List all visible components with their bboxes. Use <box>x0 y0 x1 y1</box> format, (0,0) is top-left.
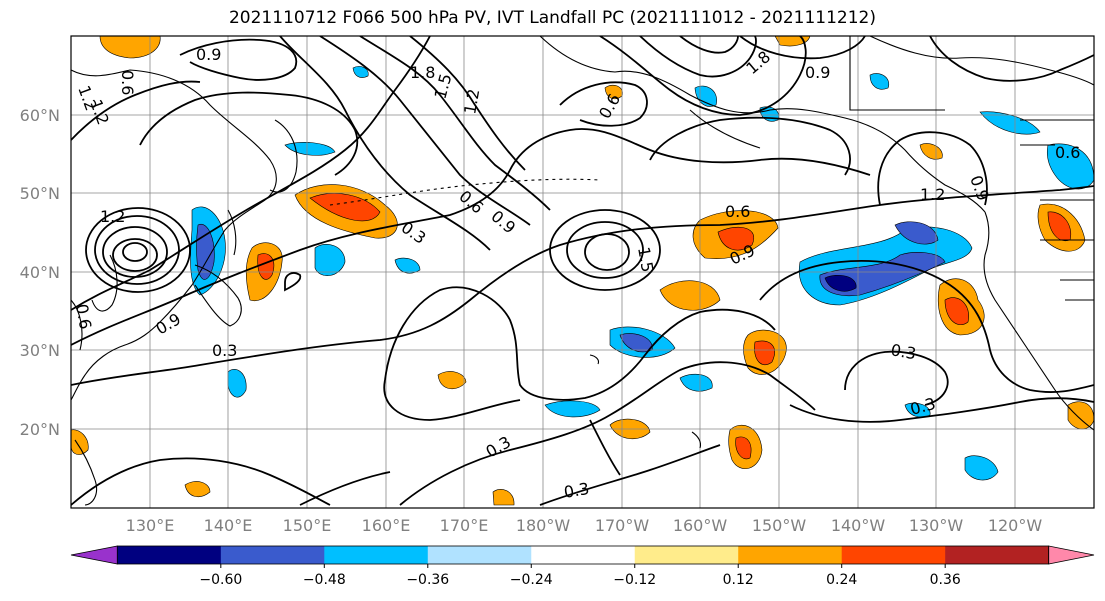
colorbar-segment <box>634 546 739 564</box>
anomaly-positive <box>71 429 89 455</box>
lon-tick-label: 170°W <box>595 516 650 535</box>
lon-tick-label: 150°E <box>283 516 332 535</box>
lon-axis-labels: 130°E 140°E 150°E 160°E 170°E 180°W 170°… <box>126 516 1043 535</box>
anomaly-positive <box>919 143 943 160</box>
anomaly-negative <box>964 455 999 481</box>
lon-tick-label: 170°E <box>440 516 489 535</box>
map-frame <box>70 35 1095 509</box>
contour-label: 1.5 <box>634 245 657 273</box>
colorbar: −0.60 −0.48 −0.36 −0.24 −0.12 0.12 0.24 0.36 <box>70 545 1095 588</box>
map-title: 2021110712 F066 500 hPa PV, IVT Landfall… <box>228 8 876 28</box>
anomaly-negative <box>894 221 939 245</box>
contour-label: 0.3 <box>889 340 917 363</box>
lon-tick-label: 140°E <box>204 516 253 535</box>
lon-tick-label: 160°E <box>362 516 411 535</box>
lon-tick-label: 130°E <box>126 516 175 535</box>
anomaly-positive <box>184 481 211 498</box>
contour-label: 0.6 <box>1055 143 1080 162</box>
contour-label: 0.6 <box>72 302 95 330</box>
lon-tick-label: 160°W <box>673 516 728 535</box>
contour-label: 1.2 <box>920 185 945 204</box>
colorbar-segment <box>427 546 532 564</box>
contour-label: 0.6 <box>725 202 750 221</box>
anomaly-positive <box>659 280 721 311</box>
colorbar-segment <box>945 546 1050 564</box>
contour-label: 0.3 <box>562 479 590 502</box>
anomaly-positive <box>754 340 775 366</box>
anomaly-positive <box>257 253 275 280</box>
anomaly-negative <box>869 73 890 90</box>
colorbar-tick-label: 0.12 <box>723 572 754 588</box>
anomaly-negative <box>679 373 713 392</box>
anomaly-positive <box>309 193 381 222</box>
anomaly-negative <box>824 275 857 292</box>
lon-tick-label: 120°W <box>988 516 1043 535</box>
anomaly-negative <box>352 66 369 78</box>
colorbar-segment <box>531 546 636 564</box>
lat-tick-label: 20°N <box>20 420 60 439</box>
lon-tick-label: 180°W <box>516 516 571 535</box>
anomaly-positive <box>944 297 969 326</box>
anomaly-negative <box>544 400 601 418</box>
anomaly-positive <box>437 371 467 389</box>
colorbar-outline <box>116 545 1050 565</box>
coastlines <box>71 36 1094 506</box>
anomaly-negative <box>904 402 931 418</box>
lon-tick-label: 150°W <box>752 516 807 535</box>
lat-tick-label: 40°N <box>20 263 60 282</box>
colorbar-tick-label: −0.12 <box>613 572 656 588</box>
anomaly-positive <box>492 489 515 506</box>
contour-label: 1.2 <box>460 87 483 115</box>
colorbar-tick-label: −0.24 <box>510 572 553 588</box>
anomaly-negative <box>227 369 247 398</box>
colorbar-tick-label: −0.60 <box>199 572 242 588</box>
pv-contours <box>71 36 1094 506</box>
colorbar-segment <box>841 546 946 564</box>
anomaly-negative <box>314 244 346 276</box>
contour-label: 1.8 <box>410 63 435 82</box>
shaded-anomalies <box>71 36 1094 506</box>
colorbar-tick-label: 0.24 <box>826 572 857 588</box>
contour-label: 0.3 <box>212 341 237 360</box>
colorbar-extend-low <box>70 545 118 565</box>
colorbar-segment <box>324 546 429 564</box>
colorbar-extend-high <box>1048 545 1095 565</box>
contour-label: 1.2 <box>100 207 125 226</box>
anomaly-positive <box>735 436 752 460</box>
lat-tick-label: 50°N <box>20 184 60 203</box>
lon-tick-label: 130°W <box>909 516 964 535</box>
anomaly-positive <box>99 36 161 59</box>
colorbar-tick-label: 0.36 <box>930 572 961 588</box>
lat-tick-label: 60°N <box>20 106 60 125</box>
contour-label: 0.6 <box>118 70 137 95</box>
colorbar-segment <box>117 546 222 564</box>
contour-label: 0.9 <box>805 63 830 82</box>
colorbar-segment <box>220 546 325 564</box>
lon-tick-label: 140°W <box>831 516 886 535</box>
colorbar-tick-label: −0.48 <box>303 572 346 588</box>
anomaly-negative <box>284 142 336 156</box>
lat-axis-labels: 60°N 50°N 40°N 30°N 20°N <box>20 106 60 439</box>
anomaly-negative <box>394 257 421 274</box>
anomaly-negative <box>979 111 1041 135</box>
contour-label: 0.9 <box>196 45 221 64</box>
colorbar-segment <box>738 546 843 564</box>
lat-tick-label: 30°N <box>20 341 60 360</box>
anomaly-positive <box>717 226 755 251</box>
colorbar-tick-label: −0.36 <box>406 572 449 588</box>
